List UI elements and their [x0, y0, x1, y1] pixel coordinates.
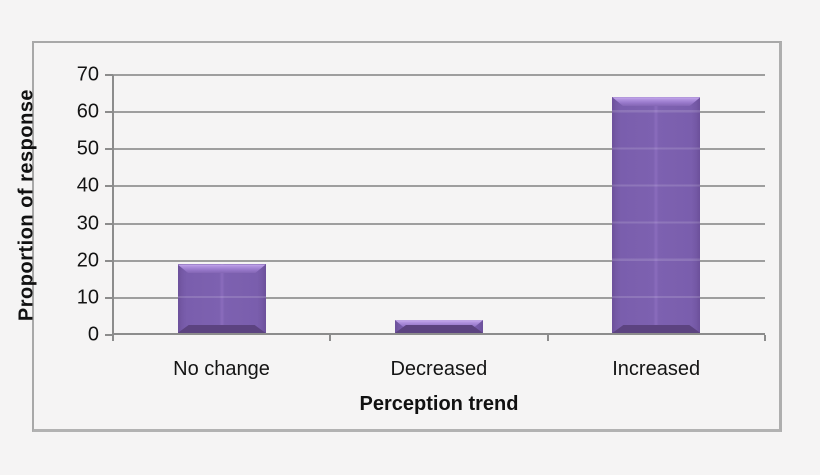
bar-no-change [177, 264, 266, 333]
gridline [113, 296, 765, 299]
plot-area: 0 10 20 30 40 50 60 70 No change Decreased Increas… [77, 65, 766, 380]
bar-bevel-bottom [612, 325, 700, 333]
y-tick-label: 20 [76, 249, 99, 272]
bar-bevel-top [612, 97, 700, 106]
y-tick-label: 50 [76, 137, 99, 160]
bar-bevel-top [178, 264, 266, 273]
gridline [113, 111, 765, 114]
y-tick [105, 259, 113, 262]
y-axis-title: Proportion of response [15, 88, 38, 322]
bar-bevel-top [395, 320, 483, 329]
y-tick-label: 70 [76, 63, 99, 86]
y-tick [105, 222, 113, 225]
x-tick [546, 335, 549, 341]
gridline [113, 185, 765, 188]
y-tick-label: 30 [76, 212, 99, 235]
bar-body [612, 97, 701, 333]
y-tick [105, 74, 113, 76]
y-tick-label: 10 [76, 286, 99, 309]
y-tick [105, 296, 113, 299]
gridline [113, 74, 765, 76]
bar-bevel-bottom [178, 325, 266, 333]
x-axis-title: Perception trend [359, 393, 519, 415]
gridline [113, 259, 765, 262]
x-tick [112, 335, 114, 341]
x-category-label: Increased [612, 358, 701, 380]
gridline [113, 148, 765, 151]
x-category-label: No change [173, 358, 270, 380]
bar-bevel-bottom [395, 325, 483, 333]
y-tick [105, 148, 113, 151]
y-axis-line [112, 75, 114, 341]
gridline [113, 222, 765, 225]
bar-increased [612, 97, 701, 333]
y-tick [105, 111, 113, 114]
y-tick [105, 185, 113, 188]
y-tick-label: 40 [76, 175, 99, 198]
x-category-label: Decreased [390, 358, 488, 380]
x-tick [764, 335, 766, 341]
bar-body [177, 264, 266, 333]
x-axis-line [113, 333, 765, 335]
chart-frame: Proportion of response 0 10 20 30 40 50 60 70 No… [16, 41, 782, 432]
x-tick [329, 335, 332, 341]
y-tick [105, 334, 113, 336]
y-tick-label: 0 [87, 323, 99, 346]
bar-decreased [395, 320, 483, 333]
y-tick-label: 60 [76, 100, 99, 123]
